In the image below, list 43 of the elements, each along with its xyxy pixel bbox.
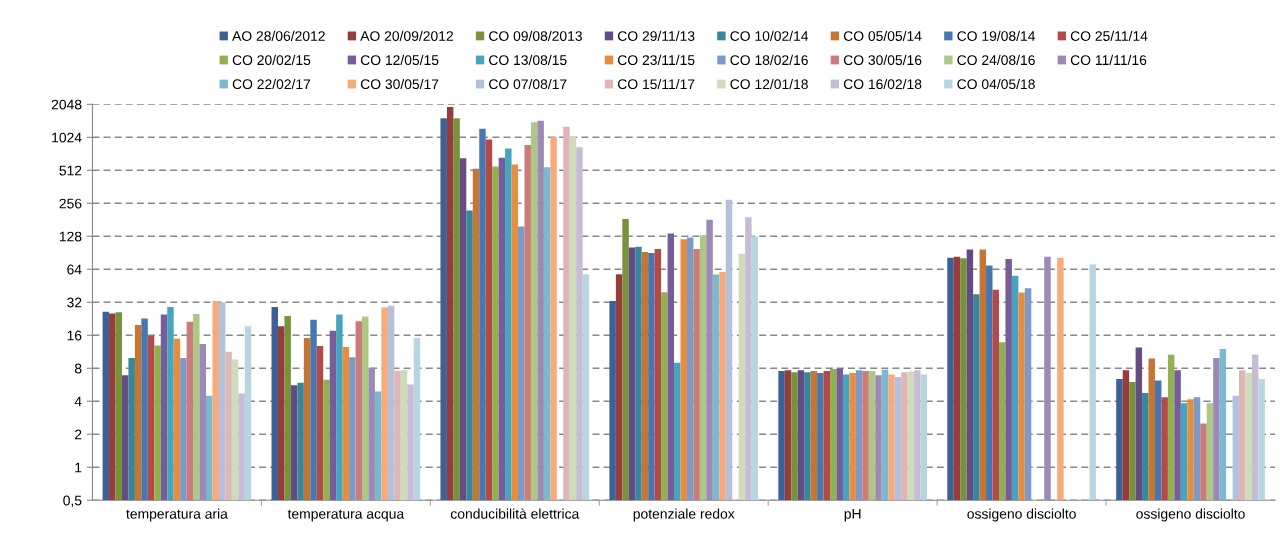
x-tick-label: potenziale redox (633, 508, 735, 522)
x-tick-label: pH (844, 509, 861, 522)
y-tick-label: 128 (59, 231, 82, 242)
y-tick-label: 1024 (52, 132, 82, 143)
legend-label: CO 20/02/15 (232, 54, 311, 66)
y-tick-label: 16 (67, 330, 82, 341)
legend-label: CO 11/11/16 (1070, 54, 1147, 66)
legend-label: CO 19/08/14 (957, 30, 1036, 41)
y-tick-label: 2 (75, 429, 82, 440)
legend-label: CO 18/02/16 (730, 54, 808, 66)
legend-label: CO 05/05/14 (843, 30, 922, 41)
legend-label: AO 20/09/2012 (360, 30, 453, 41)
x-tick-label: temperatura aria (126, 508, 228, 522)
legend-label: CO 13/08/15 (489, 54, 567, 66)
legend-label: CO 07/08/17 (489, 78, 567, 90)
y-tick-label: 64 (67, 264, 82, 275)
legend-label: CO 23/11/15 (618, 54, 695, 66)
legend-label: CO 22/02/17 (232, 78, 311, 90)
x-tick-label: ossigeno disciolto (967, 508, 1076, 522)
y-tick-label: 4 (74, 396, 82, 407)
y-tick-label: 512 (59, 165, 82, 176)
y-tick-label: 2048 (51, 99, 82, 110)
legend-label: CO 10/02/14 (730, 30, 809, 41)
legend-label: AO 28/06/2012 (232, 30, 325, 41)
x-tick-label: temperatura acqua (287, 509, 405, 522)
legend-label: CO 16/02/18 (843, 78, 922, 90)
y-tick-label: 32 (67, 297, 82, 308)
legend-label: CO 25/11/14 (1070, 30, 1148, 41)
legend-label: CO 24/08/16 (957, 54, 1035, 66)
legend-label: CO 09/08/2013 (489, 30, 582, 41)
y-tick-label: 8 (74, 363, 82, 374)
legend-label: CO 15/11/17 (618, 78, 695, 90)
legend-label: CO 12/05/15 (360, 54, 439, 66)
legend-label: CO 12/01/18 (730, 78, 808, 90)
x-tick-label: ossigeno disciolto (1136, 508, 1245, 522)
x-tick-label: conducibilità elettrica (450, 508, 580, 519)
y-tick-label: 256 (59, 198, 82, 209)
legend-label: CO 30/05/17 (360, 78, 439, 90)
legend-label: CO 29/11/13 (618, 30, 695, 41)
y-tick-label: 1 (75, 462, 82, 473)
legend-label: CO 30/05/16 (843, 54, 922, 66)
y-tick-label: 0,5 (63, 495, 82, 508)
legend-label: CO 04/05/18 (957, 78, 1035, 90)
